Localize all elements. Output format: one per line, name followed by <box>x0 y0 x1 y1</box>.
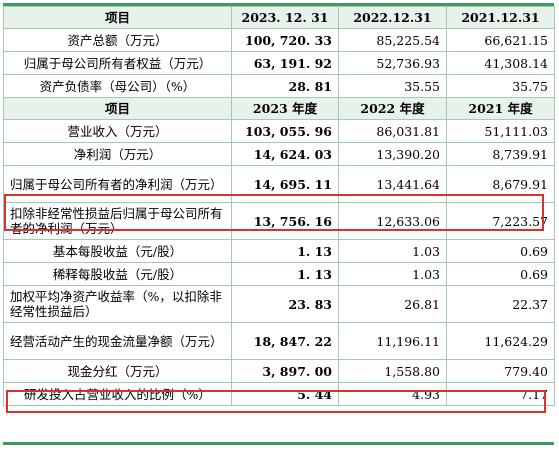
row-label: 经营活动产生的现金流量净额（万元） <box>3 322 232 360</box>
row-label: 归属于母公司所有者权益（万元） <box>3 51 232 75</box>
value-2021: 66,621.15 <box>446 28 555 52</box>
value-2022: 1.03 <box>338 239 447 263</box>
value-2021: 51,111.03 <box>446 119 555 143</box>
value-2022: 85,225.54 <box>338 28 447 52</box>
header-item: 项目 <box>3 6 232 29</box>
table-row: 稀释每股收益（元/股） 1. 13 1.03 0.69 <box>3 262 555 286</box>
value-2023: 100, 720. 33 <box>231 28 339 52</box>
value-2022: 1.03 <box>338 262 447 286</box>
value-2022: 52,736.93 <box>338 51 447 75</box>
header-row-balance: 项目 2023. 12. 31 2022.12.31 2021.12.31 <box>3 6 555 29</box>
value-2023: 14, 624. 03 <box>231 142 339 166</box>
table-row: 资产总额（万元） 100, 720. 33 85,225.54 66,621.1… <box>3 28 555 52</box>
value-2021: 11,624.29 <box>446 322 555 360</box>
value-2021: 0.69 <box>446 262 555 286</box>
header-2023: 2023. 12. 31 <box>231 6 339 29</box>
header-row-income: 项目 2023 年度 2022 年度 2021 年度 <box>3 97 555 120</box>
value-2021: 41,308.14 <box>446 51 555 75</box>
value-2021: 8,739.91 <box>446 142 555 166</box>
row-label: 现金分红（万元） <box>3 359 232 383</box>
table-row-cash-dividend: 现金分红（万元） 3, 897. 00 1,558.80 779.40 <box>3 359 555 383</box>
row-label: 研发投入占营业收入的比例（%） <box>3 382 232 406</box>
header-2022: 2022.12.31 <box>338 6 447 29</box>
value-2021: 22.37 <box>446 285 555 323</box>
value-2021: 35.75 <box>446 74 555 98</box>
value-2022: 86,031.81 <box>338 119 447 143</box>
value-2023: 1. 13 <box>231 239 339 263</box>
table-row: 加权平均净资产收益率（%，以扣除非经常性损益后） 23. 83 26.81 22… <box>3 285 555 323</box>
value-2022: 12,633.06 <box>338 202 447 240</box>
header-2022: 2022 年度 <box>338 97 447 120</box>
table-row: 经营活动产生的现金流量净额（万元） 18, 847. 22 11,196.11 … <box>3 322 555 360</box>
value-2022: 35.55 <box>338 74 447 98</box>
value-2021: 7,223.57 <box>446 202 555 240</box>
value-2023: 28. 81 <box>231 74 339 98</box>
value-2023: 18, 847. 22 <box>231 322 339 360</box>
table-row: 基本每股收益（元/股） 1. 13 1.03 0.69 <box>3 239 555 263</box>
row-label: 基本每股收益（元/股） <box>3 239 232 263</box>
table-row: 归属于母公司所有者权益（万元） 63, 191. 92 52,736.93 41… <box>3 51 555 75</box>
value-2023: 3, 897. 00 <box>231 359 339 383</box>
row-label: 资产负债率（母公司）（%） <box>3 74 232 98</box>
value-2022: 4.93 <box>338 382 447 406</box>
row-label: 加权平均净资产收益率（%，以扣除非经常性损益后） <box>3 285 232 323</box>
value-2023: 13, 756. 16 <box>231 202 339 240</box>
table-row-net-profit-parent: 归属于母公司所有者的净利润（万元） 14, 695. 11 13,441.64 … <box>3 165 555 203</box>
value-2021: 0.69 <box>446 239 555 263</box>
value-2023: 63, 191. 92 <box>231 51 339 75</box>
row-label: 营业收入（万元） <box>3 119 232 143</box>
table-row: 资产负债率（母公司）（%） 28. 81 35.55 35.75 <box>3 74 555 98</box>
row-label: 资产总额（万元） <box>3 28 232 52</box>
value-2022: 1,558.80 <box>338 359 447 383</box>
table-row: 营业收入（万元） 103, 055. 96 86,031.81 51,111.0… <box>3 119 555 143</box>
highlight-net-profit-parent <box>4 194 544 231</box>
value-2022: 26.81 <box>338 285 447 323</box>
value-2023: 103, 055. 96 <box>231 119 339 143</box>
header-2023: 2023 年度 <box>231 97 339 120</box>
value-2023: 23. 83 <box>231 285 339 323</box>
row-label: 扣除非经常性损益后归属于母公司所有者的净利润（万元） <box>3 202 232 240</box>
value-2023: 1. 13 <box>231 262 339 286</box>
header-2021: 2021.12.31 <box>446 6 555 29</box>
value-2021: 779.40 <box>446 359 555 383</box>
row-label: 净利润（万元） <box>3 142 232 166</box>
highlight-cash-dividend <box>6 390 546 413</box>
header-item: 项目 <box>3 97 232 120</box>
header-2021: 2021 年度 <box>446 97 555 120</box>
table-row: 净利润（万元） 14, 624. 03 13,390.20 8,739.91 <box>3 142 555 166</box>
value-2022: 13,390.20 <box>338 142 447 166</box>
row-label: 稀释每股收益（元/股） <box>3 262 232 286</box>
table-frame <box>3 3 554 445</box>
value-2022: 11,196.11 <box>338 322 447 360</box>
row-label: 归属于母公司所有者的净利润（万元） <box>3 165 232 203</box>
financial-table: 项目 2023. 12. 31 2022.12.31 2021.12.31 资产… <box>3 6 555 406</box>
table-row: 扣除非经常性损益后归属于母公司所有者的净利润（万元） 13, 756. 16 1… <box>3 202 555 240</box>
